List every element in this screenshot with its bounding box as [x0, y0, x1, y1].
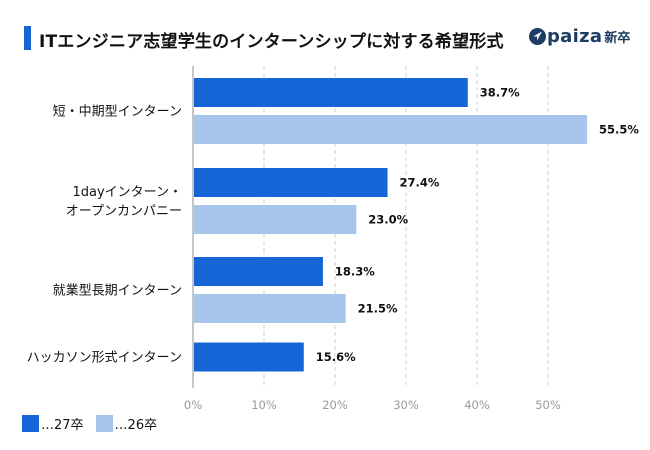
data-label: 18.3% — [335, 265, 375, 279]
legend-label-26: …26卒 — [114, 418, 158, 433]
paiza-logo-icon — [529, 27, 546, 45]
bar-27 — [194, 78, 468, 107]
data-label: 38.7% — [480, 86, 520, 100]
bar-27 — [194, 257, 323, 286]
brand-logo: paiza 新卒 — [529, 25, 630, 47]
category-label: 就業型長期インターン — [53, 283, 182, 299]
category-label: オープンカンパニー — [66, 204, 182, 219]
data-label: 27.4% — [400, 176, 440, 190]
data-label: 55.5% — [599, 123, 639, 137]
chart-title: ITエンジニア志望学生のインターンシップに対する希望形式 — [39, 32, 504, 52]
legend-item-26: …26卒 — [95, 414, 158, 433]
x-tick-label: 0% — [184, 398, 202, 412]
x-tick-label: 30% — [393, 398, 419, 412]
bar-27 — [194, 168, 388, 197]
data-label: 15.6% — [316, 350, 356, 364]
x-tick-label: 40% — [464, 398, 490, 412]
brand-suffix: 新卒 — [604, 30, 631, 46]
bar-26 — [194, 294, 346, 323]
legend: …27卒 …26卒 — [22, 414, 169, 433]
bar-26 — [194, 205, 357, 234]
data-label: 23.0% — [368, 213, 408, 227]
bar-27 — [194, 342, 304, 372]
brand-name: paiza — [547, 25, 603, 47]
data-label: 21.5% — [358, 302, 398, 316]
legend-swatch-26 — [95, 415, 113, 432]
legend-label-27: …27卒 — [41, 418, 84, 433]
x-tick-label: 20% — [322, 398, 348, 412]
x-tick-label: 10% — [251, 398, 277, 412]
title-accent-bar — [24, 26, 31, 50]
x-tick-label: 50% — [535, 398, 561, 412]
legend-item-27: …27卒 — [22, 414, 84, 433]
bar-26 — [194, 115, 588, 144]
category-label: 1dayインターン・ — [72, 185, 182, 200]
category-label: 短・中期型インターン — [53, 105, 182, 120]
legend-swatch-27 — [22, 415, 39, 432]
category-label: ハッカソン形式インターン — [27, 351, 182, 366]
